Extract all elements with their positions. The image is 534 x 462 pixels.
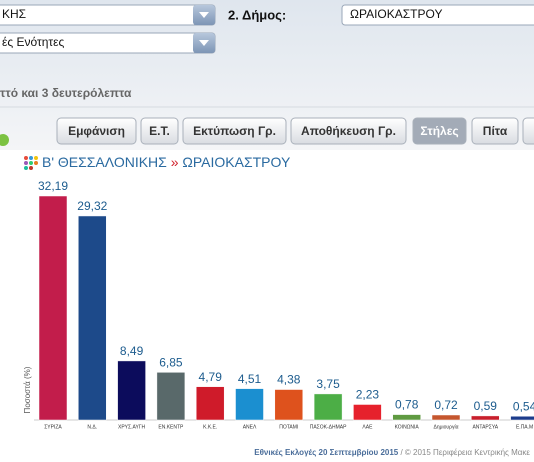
x-tick-label: Ν.Δ. — [87, 424, 97, 430]
select-text: ΩΡΑΙΟΚΑΣΤΡΟΥ — [350, 7, 442, 21]
button-label: Αποθήκευση Γρ. — [301, 124, 396, 138]
button-label: Εμφάνιση — [68, 124, 125, 138]
button[interactable]: Εμφάνιση — [56, 117, 137, 145]
footer: Εθνικές Εκλογές 20 Σεπτεμβρίου 2015 / © … — [254, 448, 530, 457]
x-tick-label: Κ.Κ.Ε. — [203, 424, 217, 430]
status-dot — [0, 134, 9, 146]
value-label: 29,32 — [77, 199, 107, 213]
value-label: 0,59 — [474, 399, 498, 413]
unit-select[interactable]: ές Ενότητες — [0, 32, 216, 54]
bar — [117, 360, 146, 421]
footer-event: Εθνικές Εκλογές 20 Σεπτεμβρίου 2015 — [254, 448, 399, 457]
value-label: 2,23 — [356, 388, 380, 402]
button[interactable]: Σ — [522, 117, 534, 145]
button[interactable]: Ε.Τ. — [140, 117, 179, 145]
bar — [78, 215, 107, 421]
value-label: 4,51 — [238, 372, 262, 386]
button-label: Στήλες — [420, 124, 458, 138]
value-label: 0,72 — [434, 398, 458, 412]
x-tick-label: ΛΑΕ — [362, 424, 373, 430]
button-face — [290, 117, 407, 145]
bar — [235, 388, 264, 421]
bar — [313, 393, 343, 421]
bar — [353, 404, 382, 421]
chart-icon — [24, 156, 38, 170]
bar — [471, 415, 500, 421]
value-label: 4,79 — [199, 370, 223, 384]
region-select[interactable]: ΚΗΣ — [0, 4, 216, 26]
value-label: 0,78 — [395, 398, 419, 412]
button-label: Ε.Τ. — [149, 124, 170, 138]
value-label: 6,85 — [159, 356, 183, 370]
footer-copyright: / © 2015 Περιφέρεια Κεντρικής Μακε — [400, 448, 530, 457]
button-face — [140, 117, 179, 145]
x-tick-label: ΕΝ.ΚΕΝΤΡ — [158, 424, 184, 430]
button[interactable]: Εκτύπωση Γρ. — [182, 117, 287, 145]
breadcrumb: Β' ΘΕΣΣΑΛΟΝΙΚΗΣ » ΩΡΑΙΟΚΑΣΤΡΟΥ — [42, 154, 291, 170]
x-tick-label: ΚΟΙΝΩΝΙΑ — [395, 424, 420, 430]
button[interactable]: Αποθήκευση Γρ. — [290, 117, 407, 145]
breadcrumb-municipality: ΩΡΑΙΟΚΑΣΤΡΟΥ — [182, 154, 291, 170]
bar — [431, 414, 461, 421]
value-label: 32,19 — [38, 179, 68, 193]
y-axis-label: Ποσοστά (%) — [23, 366, 32, 413]
button-label: Εκτύπωση Γρ. — [193, 124, 276, 138]
value-label: 8,49 — [120, 344, 144, 358]
bar — [156, 372, 186, 421]
button[interactable]: Πίτα — [471, 117, 519, 145]
municipality-select[interactable]: ΩΡΑΙΟΚΑΣΤΡΟΥ — [341, 4, 534, 26]
plot: 32,19 ΣΥΡΙΖΑ 29,32 Ν.Δ. 8,49 ΧΡΥΣ.ΑΥΓΗ 6,85 ΕΝ.… — [34, 179, 534, 430]
button-face — [412, 117, 467, 145]
bar — [38, 195, 68, 421]
value-label: 3,75 — [316, 377, 340, 391]
select-text: ΚΗΣ — [2, 7, 26, 21]
breadcrumb-separator: » — [171, 154, 179, 170]
x-tick-label: Ε.ΠΑ.Μ — [516, 424, 533, 430]
button-face — [182, 117, 287, 145]
x-tick-label: ΠΟΤΑΜΙ — [279, 424, 298, 430]
button-face — [471, 117, 519, 145]
refresh-note: ττό και 3 δευτερόλεπτα — [0, 86, 132, 100]
x-tick-label: ΧΡΥΣ.ΑΥΓΗ — [118, 424, 146, 430]
field-label: 2. Δήμος: — [228, 7, 286, 22]
bar — [392, 414, 421, 421]
bar — [274, 389, 304, 421]
button-bar: Εμφάνιση Ε.Τ. Εκτύπωση Γρ. Αποθήκευση Γρ. Στ… — [56, 117, 534, 145]
x-tick-label: ΑΝΕΛ — [243, 424, 257, 430]
breadcrumb-region: Β' ΘΕΣΣΑΛΟΝΙΚΗΣ — [42, 154, 167, 170]
x-tick-label: ΠΑΣΟΚ-ΔΗΜΑΡ — [310, 424, 347, 430]
bar — [195, 386, 225, 421]
select-text: ές Ενότητες — [2, 35, 64, 49]
x-tick-label: ΣΥΡΙΖΑ — [44, 424, 62, 430]
value-label: 4,38 — [277, 373, 301, 387]
button[interactable]: Στήλες — [412, 117, 467, 145]
button-face — [56, 117, 137, 145]
value-label: 0,54 — [513, 399, 534, 413]
button-label: Πίτα — [483, 124, 508, 138]
x-tick-label: Δημιουργία — [434, 424, 459, 430]
button-face — [522, 117, 534, 145]
x-tick-label: ΑΝΤΑΡΣΥΑ — [472, 424, 498, 430]
bar — [510, 415, 534, 421]
